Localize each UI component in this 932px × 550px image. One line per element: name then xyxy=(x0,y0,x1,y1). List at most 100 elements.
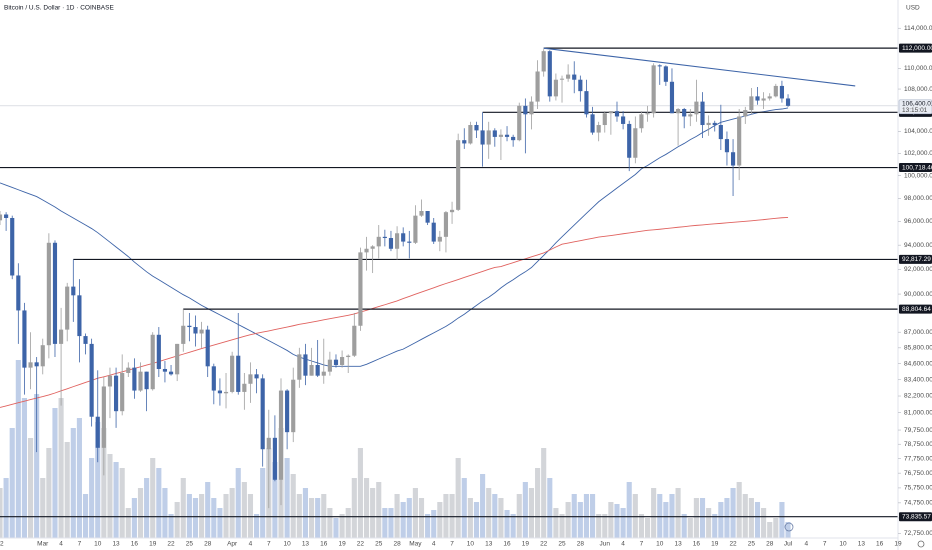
candle-body xyxy=(217,390,222,394)
candle-body xyxy=(22,310,27,368)
candle-body xyxy=(28,362,33,368)
candle-body xyxy=(566,74,571,79)
candle-body xyxy=(737,116,742,166)
volume-bar xyxy=(247,494,254,538)
candle-body xyxy=(230,355,235,392)
volume-bar xyxy=(0,488,3,538)
candle-body xyxy=(614,111,620,117)
y-tick-label: 78,750.00 xyxy=(904,441,932,448)
candle-body xyxy=(706,122,711,126)
volume-bar xyxy=(95,422,101,538)
volume-bar xyxy=(296,494,302,538)
candle-body xyxy=(523,105,528,115)
candle-body xyxy=(437,236,442,242)
volume-bar xyxy=(492,494,498,538)
volume-bar xyxy=(486,488,492,538)
candle-body xyxy=(413,215,418,243)
level-price-box xyxy=(899,254,932,264)
x-tick-label: 16 xyxy=(320,541,328,548)
x-tick-label: 16 xyxy=(131,541,139,548)
volume-bar xyxy=(308,498,315,538)
settings-icon[interactable] xyxy=(917,540,925,548)
candle-body xyxy=(724,139,730,153)
y-tick-label: 92,000.00 xyxy=(904,266,932,273)
y-tick-label: 72,750.00 xyxy=(904,530,932,537)
candle-body xyxy=(95,416,100,448)
volume-bar xyxy=(394,494,400,538)
candle-body xyxy=(303,354,308,376)
y-tick-label: 76,750.00 xyxy=(904,470,932,477)
candle-body xyxy=(254,374,259,379)
x-tick-label: 13 xyxy=(674,541,682,548)
candle-body xyxy=(388,238,394,249)
candle-body xyxy=(669,81,675,114)
candle-body xyxy=(504,134,510,137)
volume-bar xyxy=(272,462,278,538)
logo-icon[interactable] xyxy=(784,522,794,532)
volume-bar xyxy=(754,502,761,538)
x-tick-label: 22 xyxy=(540,541,548,548)
volume-bar xyxy=(284,458,290,538)
x-tick-label: 4 xyxy=(59,541,63,548)
x-tick-label: 10 xyxy=(283,541,291,548)
volume-bar xyxy=(113,462,119,538)
volume-bar xyxy=(186,494,192,538)
candle-body xyxy=(547,51,552,97)
x-tick-label: 7 xyxy=(823,541,827,548)
volume-bar xyxy=(76,418,82,538)
candle-body xyxy=(101,386,106,448)
candle-body xyxy=(553,79,558,97)
volume-bar xyxy=(199,494,205,538)
volume-bar xyxy=(223,494,229,538)
candle-body xyxy=(242,383,247,392)
x-tick-label: 13 xyxy=(112,541,120,548)
volume-bar xyxy=(596,514,602,538)
volume-bar xyxy=(412,488,418,538)
candle-body xyxy=(602,113,607,126)
last-price-label: 106,400.01 xyxy=(902,101,932,108)
candle-body xyxy=(572,74,577,80)
candle-body xyxy=(431,222,436,242)
candle-body xyxy=(676,109,681,114)
candle-body xyxy=(443,212,449,237)
candle-body xyxy=(199,329,204,334)
candle-body xyxy=(645,113,650,115)
candle-body xyxy=(272,437,277,480)
x-tick-label: 7 xyxy=(267,541,271,548)
candle-body xyxy=(596,125,601,133)
volume-bar xyxy=(229,488,235,538)
moving-average-line xyxy=(0,216,789,408)
volume-bar xyxy=(119,468,125,538)
x-tick-label: 25 xyxy=(186,541,194,548)
x-tick-label: 22 xyxy=(0,541,4,548)
candle-body xyxy=(462,140,467,144)
x-tick-label: Jul xyxy=(784,541,793,548)
volume-bar xyxy=(498,498,504,538)
candle-body xyxy=(767,96,772,99)
y-tick-label: 108,000.00 xyxy=(904,86,932,93)
candle-body xyxy=(578,79,583,92)
volume-bar xyxy=(156,468,162,538)
candle-body xyxy=(107,375,113,387)
volume-bar xyxy=(522,482,528,538)
volume-bar xyxy=(82,494,89,538)
volume-bar xyxy=(577,502,583,538)
volume-bar xyxy=(693,498,699,538)
level-price-label: 100,718.46 xyxy=(902,164,932,171)
candle-body xyxy=(785,98,791,106)
volume-bar xyxy=(3,478,9,538)
volume-bar xyxy=(748,498,754,538)
volume-bar xyxy=(137,488,144,538)
candle-body xyxy=(761,98,766,101)
candle-body xyxy=(486,130,491,145)
volume-bar xyxy=(504,510,510,538)
volume-bar xyxy=(699,498,706,538)
volume-bar xyxy=(553,508,559,538)
volume-bar xyxy=(339,514,345,538)
candle-body xyxy=(712,122,717,126)
candle-body xyxy=(126,367,131,373)
x-tick-label: 28 xyxy=(577,541,585,548)
volume-bar xyxy=(89,458,95,538)
candle-body xyxy=(492,130,497,137)
